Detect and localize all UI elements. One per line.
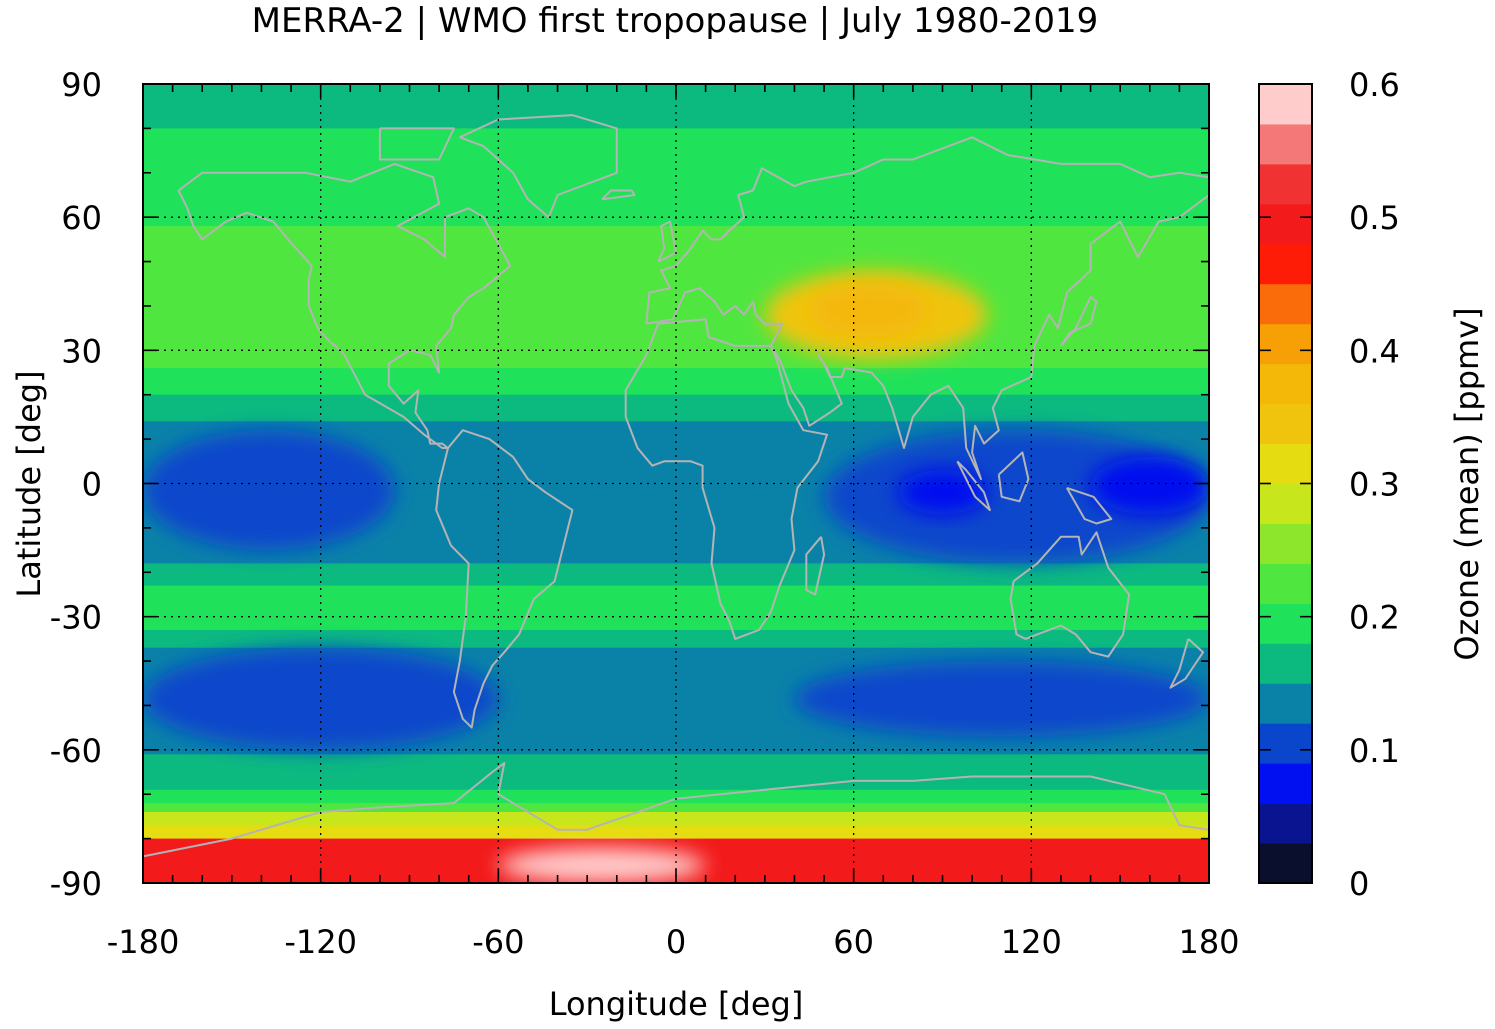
coastline bbox=[1066, 486, 1113, 525]
coastline bbox=[657, 220, 677, 263]
x-tick-label: 60 bbox=[833, 923, 874, 961]
zonal-band bbox=[143, 789, 1209, 804]
axis-ticks bbox=[142, 83, 1210, 884]
feature-region bbox=[898, 470, 987, 515]
colorbar-tick-label: 0.5 bbox=[1349, 199, 1400, 237]
zonal-band bbox=[143, 825, 1209, 840]
coastline bbox=[805, 536, 826, 596]
colorbar-swatch bbox=[1259, 803, 1312, 844]
colorbar-tick-label: 0 bbox=[1349, 865, 1369, 903]
y-tick-label: 60 bbox=[61, 199, 102, 237]
y-tick-label: -30 bbox=[50, 599, 102, 637]
colorbar-swatch bbox=[1259, 363, 1312, 405]
y-tick-label: 30 bbox=[61, 332, 102, 370]
colorbar-swatch bbox=[1259, 763, 1312, 804]
colorbar-swatch bbox=[1259, 643, 1312, 684]
feature-region bbox=[1090, 456, 1209, 515]
x-tick-label: 180 bbox=[1178, 923, 1239, 961]
zonal-band bbox=[143, 270, 1209, 369]
y-tick-label: -90 bbox=[50, 865, 102, 903]
y-tick-labels: 90 60 30 0 -30 -60 -90 bbox=[50, 66, 102, 903]
coastline bbox=[1169, 638, 1205, 689]
coastline bbox=[1060, 296, 1098, 347]
x-tick-label: -60 bbox=[472, 923, 524, 961]
colorbar-swatch bbox=[1259, 283, 1312, 325]
colorbar-swatch bbox=[1259, 203, 1312, 245]
coastlines bbox=[143, 114, 1209, 858]
y-tick-label: 90 bbox=[61, 66, 102, 104]
colorbar-tick-labels: 0 0.1 0.2 0.3 0.4 0.5 0.6 bbox=[1349, 66, 1400, 903]
regional-features bbox=[143, 270, 1209, 883]
colorbar-swatch bbox=[1259, 123, 1312, 165]
feature-region bbox=[794, 661, 1209, 737]
colorbar-swatch bbox=[1259, 843, 1312, 884]
colorbar-swatch bbox=[1259, 323, 1312, 365]
x-tick-label: -180 bbox=[107, 923, 180, 961]
colorbar bbox=[1259, 84, 1312, 884]
colorbar-swatch bbox=[1259, 443, 1312, 484]
coastline bbox=[459, 114, 618, 219]
colorbar-title: Ozone (mean) [ppmv] bbox=[1448, 307, 1486, 660]
x-tick-label: 120 bbox=[1001, 923, 1062, 961]
colorbar-swatch bbox=[1259, 403, 1312, 445]
colorbar-swatch bbox=[1259, 243, 1312, 285]
x-tick-label: 0 bbox=[666, 923, 686, 961]
colorbar-swatch bbox=[1259, 683, 1312, 724]
zonal-band bbox=[143, 803, 1209, 813]
coastline bbox=[956, 460, 991, 512]
zonal-band bbox=[143, 394, 1209, 422]
zonal-band bbox=[143, 629, 1209, 649]
colorbar-swatch bbox=[1259, 603, 1312, 644]
coastline bbox=[601, 189, 636, 201]
chart-title: MERRA-2 | WMO first tropopause | July 19… bbox=[251, 1, 1099, 41]
coastline bbox=[143, 762, 1209, 858]
feature-region bbox=[143, 647, 499, 750]
x-axis-title: Longitude [deg] bbox=[549, 985, 804, 1023]
feature-region bbox=[143, 430, 395, 551]
colorbar-swatch bbox=[1259, 563, 1312, 604]
y-tick-label: 0 bbox=[82, 466, 102, 504]
zonal-band bbox=[143, 772, 1209, 791]
colorbar-swatch bbox=[1259, 483, 1312, 524]
zonal-band bbox=[143, 811, 1209, 826]
y-axis-title: Latitude [deg] bbox=[10, 370, 48, 597]
colorbar-swatch bbox=[1259, 723, 1312, 764]
colorbar-tick-label: 0.6 bbox=[1349, 66, 1400, 104]
coastline bbox=[378, 127, 455, 161]
colorbar-tick-label: 0.1 bbox=[1349, 732, 1400, 770]
coastline bbox=[1009, 531, 1131, 658]
coastline bbox=[624, 318, 828, 640]
colorbar-tick-label: 0.2 bbox=[1349, 599, 1400, 637]
feature-region bbox=[498, 847, 706, 883]
feature-region bbox=[809, 283, 928, 338]
x-tick-labels: -180 -120 -60 0 60 120 180 bbox=[107, 923, 1240, 961]
colorbar-tick-label: 0.4 bbox=[1349, 332, 1400, 370]
plot-area bbox=[143, 84, 1209, 883]
coastline bbox=[645, 136, 1209, 481]
coastline bbox=[177, 162, 512, 449]
colorbar-swatch bbox=[1259, 163, 1312, 205]
colorbar-tick-label: 0.3 bbox=[1349, 466, 1400, 504]
coastline bbox=[435, 429, 574, 729]
y-tick-label: -60 bbox=[50, 732, 102, 770]
x-tick-label: -120 bbox=[284, 923, 357, 961]
colorbar-swatch bbox=[1259, 84, 1312, 125]
colorbar-swatch bbox=[1259, 523, 1312, 564]
grid-lines bbox=[143, 84, 1209, 883]
coastline bbox=[997, 451, 1030, 503]
colorbar-ticks bbox=[1259, 83, 1312, 884]
